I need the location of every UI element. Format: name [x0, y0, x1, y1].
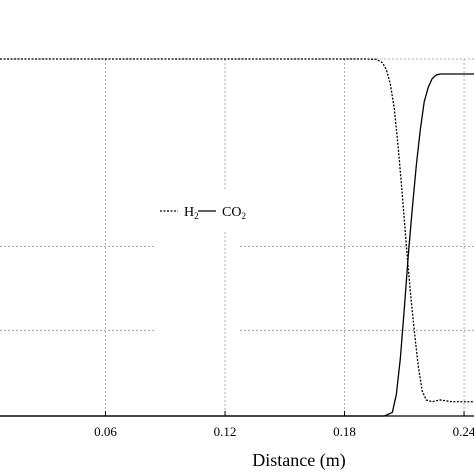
x-axis-title: Distance (m) — [252, 450, 345, 471]
x-tick-label-3: 0.24 — [453, 424, 474, 439]
series-layer — [0, 58, 474, 417]
x-tick-label-2: 0.18 — [333, 424, 356, 439]
grid-layer — [0, 58, 474, 416]
legend-label-1: CO2 — [222, 205, 246, 221]
series-line-1 — [0, 73, 474, 417]
axis-layer: 0.06 0.12 0.18 0.24 — [0, 411, 474, 439]
legend: H2 CO2 — [160, 205, 246, 221]
series-line-0 — [0, 58, 474, 403]
x-tick-label-0: 0.06 — [94, 424, 117, 439]
legend-label-0: H2 — [184, 205, 199, 221]
x-tick-label-1: 0.12 — [214, 424, 237, 439]
